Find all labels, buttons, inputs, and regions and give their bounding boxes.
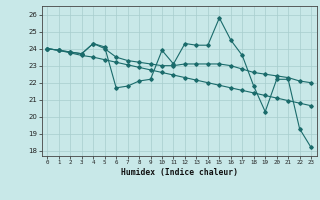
X-axis label: Humidex (Indice chaleur): Humidex (Indice chaleur) <box>121 168 238 177</box>
